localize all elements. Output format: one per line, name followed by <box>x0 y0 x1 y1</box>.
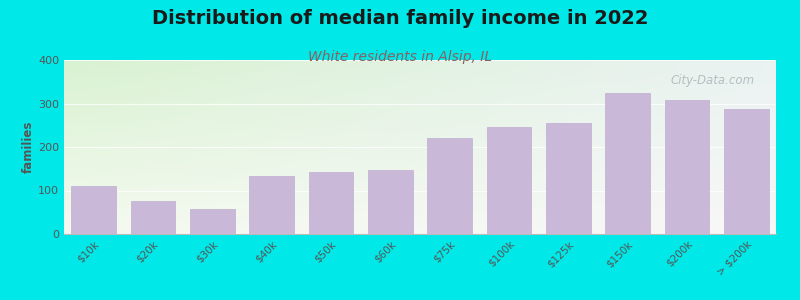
Bar <box>309 172 354 234</box>
Text: City-Data.com: City-Data.com <box>670 74 754 87</box>
Bar <box>130 201 175 234</box>
Bar <box>546 123 590 234</box>
Bar <box>724 109 769 234</box>
Y-axis label: families: families <box>22 121 35 173</box>
Bar <box>486 127 531 234</box>
Bar <box>368 169 413 234</box>
Bar <box>665 100 710 234</box>
Bar <box>606 94 650 234</box>
Text: Distribution of median family income in 2022: Distribution of median family income in … <box>152 9 648 28</box>
Bar <box>190 209 234 234</box>
Text: White residents in Alsip, IL: White residents in Alsip, IL <box>308 50 492 64</box>
Bar <box>71 186 116 234</box>
Bar <box>250 176 294 234</box>
Bar <box>427 138 472 234</box>
